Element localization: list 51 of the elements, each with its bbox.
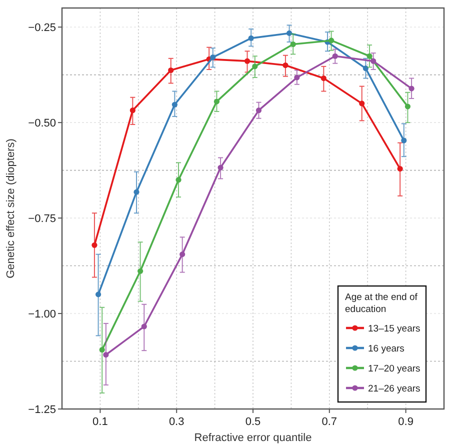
legend-label: 13–15 years <box>368 323 421 334</box>
point <box>180 252 186 258</box>
point <box>168 67 174 74</box>
legend-label: 17–20 years <box>368 363 421 374</box>
point <box>252 64 258 70</box>
y-tick-label: −1.00 <box>28 308 56 320</box>
y-axis-title: Genetic effect size (diopters) <box>5 138 17 278</box>
point <box>320 75 326 82</box>
point <box>214 98 220 104</box>
y-tick-label: −1.25 <box>28 404 56 416</box>
y-tick-label: −0.50 <box>28 117 56 130</box>
y-tick-label: −0.25 <box>28 22 56 34</box>
x-tick-label: 0.9 <box>398 416 414 428</box>
legend-title: Age at the end of education <box>345 292 418 315</box>
point <box>397 166 403 172</box>
point <box>99 347 105 353</box>
point <box>256 108 262 114</box>
point <box>210 54 216 60</box>
point <box>328 38 334 44</box>
x-tick-label: 0.3 <box>168 416 184 428</box>
y-tick-label: −0.75 <box>28 212 56 225</box>
point <box>95 292 102 298</box>
point <box>401 138 407 144</box>
point <box>244 58 250 64</box>
x-tick-label: 0.7 <box>322 416 338 428</box>
point <box>141 324 147 330</box>
legend-label: 21–26 years <box>368 383 421 394</box>
point <box>248 35 254 41</box>
x-tick-label: 0.1 <box>92 416 108 428</box>
point <box>362 66 368 72</box>
point <box>130 108 136 114</box>
point <box>176 177 182 183</box>
point <box>332 53 338 59</box>
point <box>92 242 98 248</box>
point <box>408 86 414 92</box>
point <box>218 164 224 170</box>
x-axis-title: Refractive error quantile <box>194 432 312 444</box>
point <box>370 58 376 64</box>
point <box>134 189 140 195</box>
point <box>286 30 292 36</box>
point <box>290 41 296 48</box>
point <box>366 53 372 59</box>
point <box>103 352 109 358</box>
point <box>282 62 288 68</box>
point <box>294 74 300 80</box>
point <box>172 102 178 108</box>
point <box>359 100 365 106</box>
point <box>138 268 144 274</box>
x-tick-label: 0.5 <box>245 416 261 428</box>
legend-label: 16 years <box>368 343 405 354</box>
point <box>404 104 411 110</box>
